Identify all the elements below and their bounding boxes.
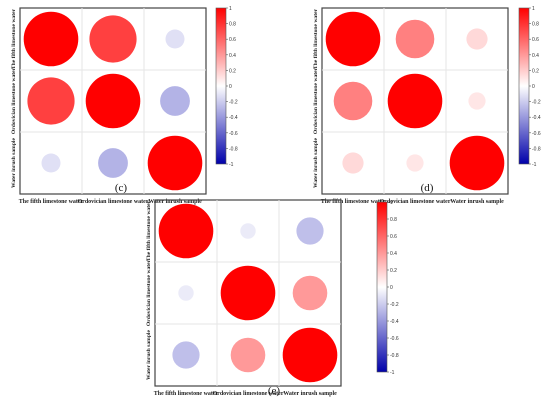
correlation-circle — [27, 77, 75, 125]
colorbar-tick-label: 0 — [390, 285, 393, 291]
row-label: The fifth limestone water — [146, 200, 152, 261]
correlation-circle — [468, 92, 486, 110]
colorbar-tick-label: -0.8 — [390, 353, 399, 359]
colorbar-tick-label: -1 — [229, 162, 234, 168]
panel-label: (e) — [268, 385, 281, 397]
column-label: Water inrush sample — [148, 199, 202, 205]
colorbar-tick-label: 0 — [229, 84, 232, 90]
colorbar-tick-label: -0.4 — [390, 319, 399, 325]
column-label: The fifth limestone water — [321, 199, 386, 205]
column-label: The fifth limestone water — [19, 199, 84, 205]
colorbar-tick-label: 0.4 — [390, 251, 397, 257]
correlation-circle — [147, 135, 203, 191]
colorbar-tick-label: -0.8 — [229, 146, 238, 152]
panel-label: (d) — [421, 182, 434, 194]
colorbar-tick-label: 0.8 — [532, 22, 539, 28]
row-label: Ordovician limestone water — [313, 67, 319, 134]
colorbar-tick-label: 0 — [532, 84, 535, 90]
colorbar-tick-label: -0.6 — [390, 336, 399, 342]
row-label: Ordovician limestone water — [11, 67, 17, 134]
correlation-circle — [296, 217, 324, 245]
correlation-circle — [158, 203, 214, 259]
colorbar — [215, 7, 227, 165]
row-label: Ordovician limestone water — [146, 259, 152, 326]
panel-label: (c) — [115, 182, 128, 194]
colorbar-tick-label: 0.4 — [532, 53, 539, 59]
correlation-circle — [466, 28, 488, 50]
correlation-circle — [325, 11, 381, 67]
row-label: Water inrush sample — [313, 138, 319, 188]
correlation-circle — [292, 275, 328, 311]
correlation-circle — [387, 73, 443, 129]
colorbar-tick-label: 0.6 — [532, 37, 539, 43]
colorbar-tick-label: -0.2 — [229, 100, 238, 106]
correlation-circle — [178, 285, 194, 301]
correlation-circle — [89, 15, 137, 63]
correlation-circle — [282, 327, 338, 383]
colorbar-tick-label: 0.8 — [390, 217, 397, 223]
row-label: The fifth limestone water — [313, 8, 319, 69]
colorbar-tick-label: 1 — [532, 6, 535, 12]
correlation-circle — [240, 223, 256, 239]
column-label: The fifth limestone water — [154, 391, 219, 397]
correlation-circle — [165, 29, 185, 49]
colorbar-tick-label: -0.2 — [390, 302, 399, 308]
plot-frame — [19, 7, 207, 195]
row-label: Water inrush sample — [11, 138, 17, 188]
correlation-circle — [85, 73, 141, 129]
correlation-circle — [230, 337, 266, 373]
colorbar-tick-label: 0.6 — [229, 37, 236, 43]
colorbar-tick-label: -0.6 — [229, 131, 238, 137]
correlation-circle — [172, 341, 200, 369]
correlation-circle — [160, 86, 190, 116]
colorbar-tick-label: 1 — [390, 200, 393, 206]
correlation-circle — [395, 19, 435, 59]
colorbar-tick-label: -1 — [532, 162, 537, 168]
column-label: Water inrush sample — [283, 391, 337, 397]
row-label: Water inrush sample — [146, 330, 152, 380]
colorbar — [518, 7, 530, 165]
colorbar-tick-label: 0.2 — [229, 68, 236, 74]
correlation-circle — [41, 153, 61, 173]
plot-frame — [154, 199, 342, 387]
colorbar-tick-label: 0.4 — [229, 53, 236, 59]
plot-frame — [321, 7, 509, 195]
colorbar-tick-label: 1 — [229, 6, 232, 12]
correlation-circle — [342, 152, 364, 174]
colorbar-tick-label: -0.4 — [229, 115, 238, 121]
colorbar — [376, 201, 388, 373]
colorbar-tick-label: -0.2 — [532, 100, 541, 106]
correlation-circle — [449, 135, 505, 191]
colorbar-tick-label: 0.6 — [390, 234, 397, 240]
column-label: Water inrush sample — [450, 199, 504, 205]
colorbar-tick-label: -0.8 — [532, 146, 541, 152]
column-label: Ordovician limestone water — [380, 199, 451, 205]
column-label: Ordovician limestone water — [78, 199, 149, 205]
correlation-circle — [333, 81, 373, 121]
colorbar-tick-label: 0.8 — [229, 22, 236, 28]
colorbar-tick-label: 0.2 — [390, 268, 397, 274]
colorbar-tick-label: -0.6 — [532, 131, 541, 137]
colorbar-tick-label: 0.2 — [532, 68, 539, 74]
correlation-circle — [220, 265, 276, 321]
correlation-circle — [98, 148, 128, 178]
correlation-circle — [23, 11, 79, 67]
row-label: The fifth limestone water — [11, 8, 17, 69]
colorbar-tick-label: -1 — [390, 370, 395, 376]
correlation-circle — [406, 154, 424, 172]
column-label: Ordovician limestone water — [213, 391, 284, 397]
colorbar-tick-label: -0.4 — [532, 115, 541, 121]
